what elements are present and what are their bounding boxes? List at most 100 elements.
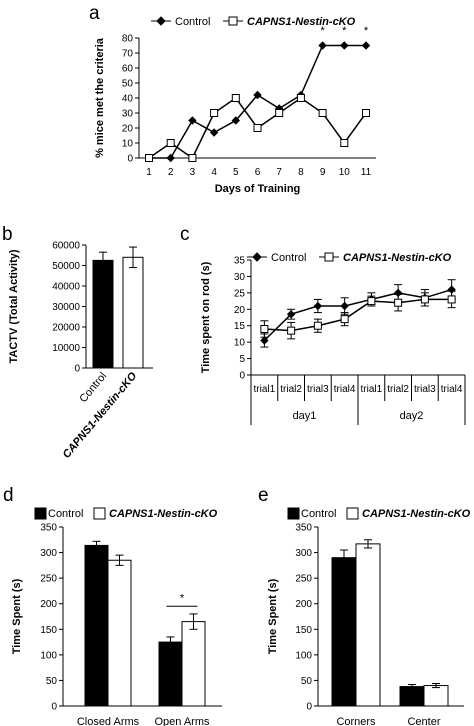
panel-e-ytick-label: 150 — [295, 625, 312, 636]
panel-b-ytick-label: 20000 — [52, 323, 80, 334]
panel-c-xtick-label: trial4 — [441, 384, 463, 395]
panel-a-ko-point — [362, 109, 370, 117]
panel-d-ko-bar — [181, 621, 206, 707]
panel-a-ytick-label: 10 — [122, 139, 134, 150]
panel-a-ytick-label: 70 — [122, 49, 134, 60]
panel-d-legend-ko-label: CAPNS1-Nestin-cKO — [109, 508, 218, 520]
panel-c-ko-point — [287, 326, 296, 335]
panel-a-xtick-label: 5 — [233, 167, 239, 178]
panel-c-ko-point — [367, 297, 376, 306]
panel-e-legend-control-swatch — [287, 507, 300, 520]
panel-e-xtick-label: Center — [407, 716, 440, 726]
panel-c-control-point — [393, 288, 403, 298]
panel-d-legend-control-swatch — [34, 507, 47, 520]
panel-b-ytick-label: 60000 — [52, 241, 80, 252]
panel-d-ytick-label: 50 — [46, 676, 58, 687]
panel-c-xtick-label: trial1 — [361, 384, 383, 395]
panel-d-ytick-label: 300 — [40, 548, 57, 559]
panel-a-ytick-label: 50 — [122, 79, 134, 90]
panel-d-ytick-label: 0 — [51, 702, 57, 713]
panel-a-ytick-label: 80 — [122, 34, 134, 45]
panel-a-xtick-label: 10 — [339, 167, 351, 178]
panel-a-significance-star: * — [320, 25, 325, 37]
panel-c-xtick-label: trial1 — [254, 384, 276, 395]
panel-b-ytick-label: 50000 — [52, 261, 80, 272]
panel-a-control-point — [166, 153, 175, 163]
panel-a-ko-point — [296, 94, 305, 102]
panel-d-control-bar — [158, 641, 183, 707]
panel-c-control-point — [313, 301, 323, 311]
panel-a-control-point — [209, 128, 219, 137]
panel-e-ytick-label: 0 — [306, 702, 312, 713]
panel-c-control-point — [447, 285, 456, 294]
panel-e-xtick-label: Corners — [336, 716, 376, 726]
panel-c-ytick-label: 20 — [234, 305, 246, 316]
panel-e-ylabel: Time Spent (s) — [267, 578, 279, 654]
panel-a-control-point — [340, 41, 349, 50]
panel-c-ytick-label: 0 — [239, 371, 245, 382]
panel-a-legend-control-label: Control — [175, 16, 210, 28]
panel-e-legend-control-label: Control — [301, 508, 336, 520]
panel-e-legend-ko-swatch — [346, 507, 359, 520]
panel-b-ytick-label: 30000 — [52, 302, 80, 313]
panel-c-label: c — [180, 224, 190, 245]
panel-e-legend-ko-label: CAPNS1-Nestin-cKO — [362, 508, 471, 520]
panel-a-xtick-label: 1 — [146, 167, 152, 178]
panel-e-control-bar — [331, 557, 357, 707]
panel-a-xtick-label: 9 — [320, 167, 326, 178]
panel-b-control-bar — [92, 259, 114, 369]
panel-a-xtick-label: 4 — [211, 167, 217, 178]
panel-e-ytick-label: 100 — [295, 650, 312, 661]
panel-a-control-point — [361, 41, 371, 50]
panel-a-xtick-label: 11 — [361, 167, 372, 178]
panel-e-label: e — [258, 485, 269, 506]
panel-d-legend-ko-swatch — [93, 507, 106, 520]
panel-a-series-line-0 — [149, 44, 366, 159]
panel-c-ko-point — [394, 298, 403, 307]
panel-a-ko-point — [145, 154, 153, 162]
panel-c-ytick-label: 10 — [234, 338, 246, 349]
panel-d-ytick-label: 250 — [40, 574, 57, 585]
panel-d-ytick-label: 350 — [40, 523, 57, 534]
panel-d-significance-star: * — [180, 592, 185, 604]
panel-d-ytick-label: 100 — [40, 650, 57, 661]
panel-c-ko-point — [340, 315, 349, 324]
panel-c-ytick-label: 30 — [234, 272, 246, 283]
panel-c-xtick-label: trial2 — [387, 384, 409, 395]
panel-c-legend-control-marker — [252, 252, 262, 262]
panel-c-ko-point — [447, 295, 456, 304]
panel-d-ytick-label: 150 — [40, 625, 57, 636]
panel-e-ytick-label: 200 — [295, 599, 312, 610]
panel-b-label: b — [2, 224, 13, 245]
panel-d-control-bar — [84, 544, 109, 707]
panel-b-ko-bar — [122, 256, 144, 369]
panel-c-series-line-1 — [264, 298, 452, 332]
panel-c-legend-ko-marker — [324, 252, 334, 262]
panel-a-ko-point — [188, 154, 197, 162]
panel-a-ko-point — [210, 109, 219, 117]
panel-a-ytick-label: 40 — [122, 94, 134, 105]
panel-c-xtick-label: trial2 — [280, 384, 302, 395]
panel-d-legend-control-label: Control — [48, 508, 83, 520]
panel-a-ko-point — [166, 139, 175, 147]
panel-a-legend-ko-marker — [228, 16, 238, 26]
panel-e-ytick-label: 250 — [295, 574, 312, 585]
panel-a-xlabel: Days of Training — [215, 183, 301, 195]
panel-c-control-point — [286, 310, 296, 319]
panel-c-group-label: day1 — [293, 410, 317, 422]
panel-d-ylabel: Time Spent (s) — [11, 578, 23, 654]
panel-e-ko-bar — [423, 685, 449, 707]
panel-e-ytick-label: 300 — [295, 548, 312, 559]
panel-a-ytick-label: 0 — [127, 154, 133, 165]
panel-a-ko-point — [231, 94, 240, 102]
panel-c-ytick-label: 5 — [239, 354, 245, 365]
panel-a-xtick-label: 7 — [276, 167, 282, 178]
panel-b-ytick-label: 0 — [74, 364, 80, 375]
panel-b-ylabel: TACTV (Total Activity) — [8, 249, 20, 363]
panel-b-ytick-label: 10000 — [52, 343, 80, 354]
panel-a-ko-point — [253, 124, 262, 132]
panel-a-significance-star: * — [342, 25, 347, 37]
panel-e-ko-bar — [355, 543, 381, 707]
panel-c-group-label: day2 — [400, 410, 424, 422]
